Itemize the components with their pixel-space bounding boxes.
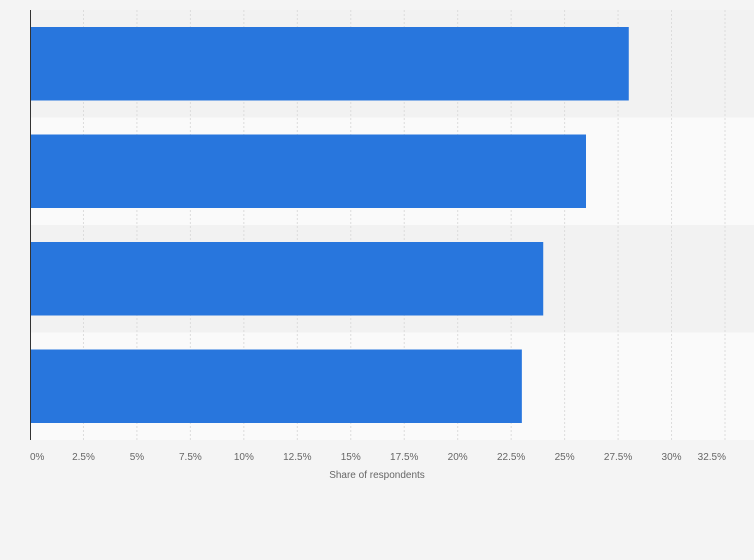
bar[interactable] xyxy=(30,27,629,101)
bar[interactable] xyxy=(30,134,586,209)
x-tick-label: 10% xyxy=(234,452,254,463)
x-axis-ticks: 0% 2.5% 5% 7.5% 10% 12.5% 15% 17.5% 20% 22.5% 25% 2… xyxy=(30,452,726,463)
x-tick-label: 25% xyxy=(555,452,575,463)
bar[interactable] xyxy=(30,242,544,316)
x-tick-label: 17.5% xyxy=(390,452,418,463)
x-tick-label: 7.5% xyxy=(179,452,202,463)
x-tick-label: 2.5% xyxy=(72,452,95,463)
x-tick-label: 0% xyxy=(30,452,45,463)
x-tick-label: 32.5% xyxy=(698,452,726,463)
x-tick-label: 27.5% xyxy=(604,452,632,463)
x-tick-label: 12.5% xyxy=(283,452,311,463)
x-tick-label: 5% xyxy=(130,452,145,463)
bar[interactable] xyxy=(30,349,522,424)
x-axis-label: Share of respondents xyxy=(329,470,425,481)
x-tick-label: 30% xyxy=(662,452,682,463)
x-tick-label: 15% xyxy=(341,452,361,463)
x-tick-label: 22.5% xyxy=(497,452,525,463)
bars xyxy=(30,27,629,423)
x-tick-label: 20% xyxy=(448,452,468,463)
